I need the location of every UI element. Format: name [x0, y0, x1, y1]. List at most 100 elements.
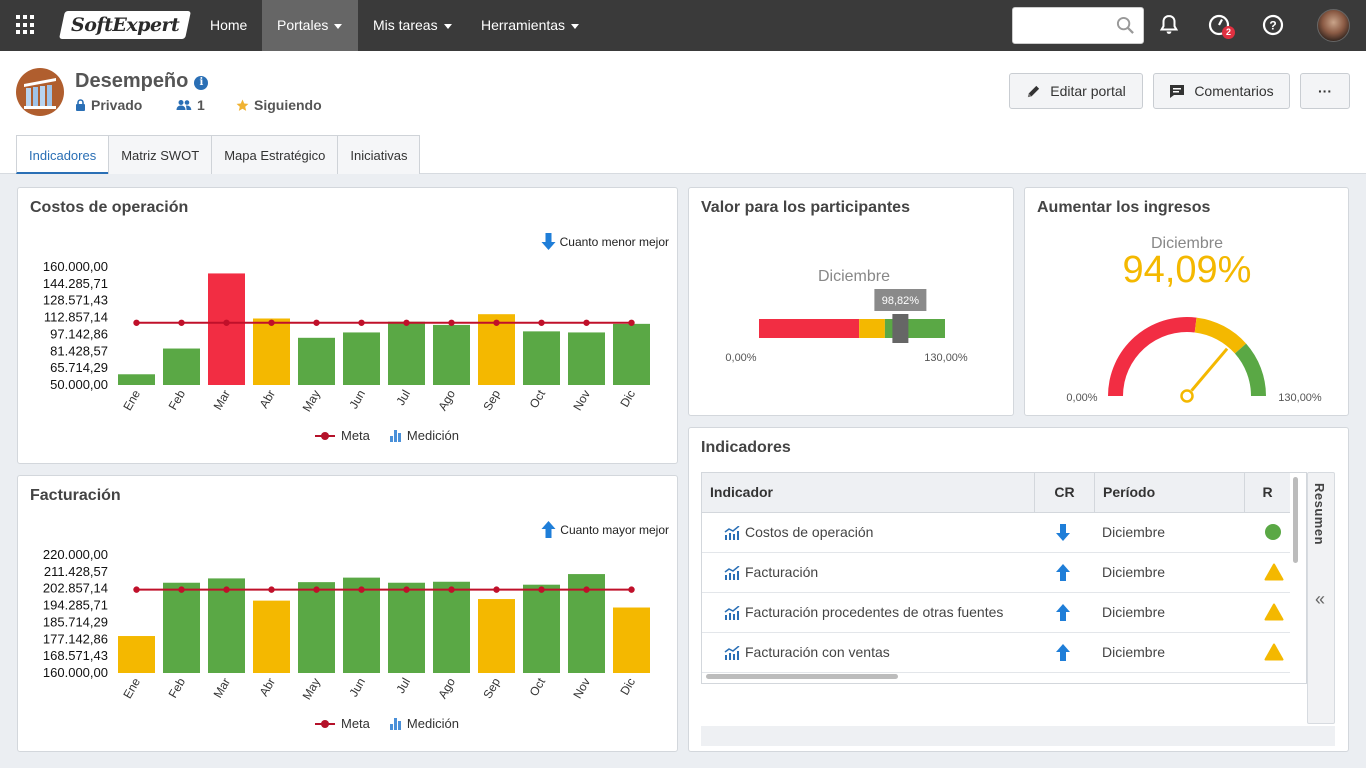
user-avatar[interactable]	[1317, 9, 1350, 42]
bell-icon[interactable]	[1157, 13, 1181, 37]
facturacion-meta-point[interactable]	[178, 586, 185, 593]
edit-portal-button[interactable]: Editar portal	[1009, 73, 1143, 109]
facturacion-bar-jul[interactable]	[388, 582, 425, 673]
table-horizontal-scrollbar[interactable]	[706, 674, 898, 679]
table-row[interactable]: Costos de operación Diciembre	[702, 513, 1290, 553]
facturacion-bar-feb[interactable]	[163, 582, 200, 673]
costos-meta-point[interactable]	[583, 319, 590, 326]
facturacion-bar-oct[interactable]	[523, 584, 560, 673]
apps-grid-icon[interactable]	[16, 15, 36, 35]
table-row[interactable]: Facturación procedentes de otras fuentes…	[702, 593, 1290, 633]
indicator-name-cell[interactable]: Facturación procedentes de otras fuentes	[724, 593, 1003, 632]
costos-bar-jun[interactable]	[343, 332, 380, 385]
costos-meta-point[interactable]	[403, 319, 410, 326]
facturacion-x-tick-label: Ene	[120, 675, 143, 701]
costos-meta-point[interactable]	[358, 319, 365, 326]
facturacion-meta-point[interactable]	[313, 586, 320, 593]
facturacion-bar-abr[interactable]	[253, 600, 290, 673]
nav-home[interactable]: Home	[195, 0, 262, 51]
costos-bar-mar[interactable]	[208, 273, 245, 385]
facturacion-meta-point[interactable]	[403, 586, 410, 593]
costos-y-tick-label: 144.285,71	[43, 276, 108, 291]
costos-meta-point[interactable]	[133, 319, 140, 326]
nav-mis-tareas[interactable]: Mis tareas	[358, 0, 467, 51]
comments-button[interactable]: Comentarios	[1153, 73, 1290, 109]
softexpert-logo[interactable]: SoftExpert	[59, 11, 191, 39]
table-vertical-scrollbar[interactable]	[1293, 477, 1298, 563]
legend-meta-label[interactable]: Meta	[341, 716, 370, 731]
facturacion-bar-dic[interactable]	[613, 607, 650, 673]
column-header-periodo[interactable]: Período	[1095, 473, 1245, 512]
costos-bar-nov[interactable]	[568, 332, 605, 385]
facturacion-bar-mar[interactable]	[208, 578, 245, 673]
costos-meta-point[interactable]	[448, 319, 455, 326]
facturacion-meta-point[interactable]	[493, 586, 500, 593]
costos-y-tick-label: 50.000,00	[50, 377, 108, 392]
facturacion-bar-jun[interactable]	[343, 577, 380, 673]
tab-matriz-swot[interactable]: Matriz SWOT	[108, 135, 213, 174]
table-row[interactable]: Facturación con ventas Diciembre	[702, 633, 1290, 673]
costos-bar-feb[interactable]	[163, 348, 200, 385]
valor-linear-gauge: Diciembre 98,82% 0,00% 130,00%	[725, 268, 968, 364]
members-count[interactable]: 1	[176, 97, 205, 113]
costos-meta-point[interactable]	[628, 319, 635, 326]
column-header-indicador[interactable]: Indicador	[702, 473, 1035, 512]
costos-meta-point[interactable]	[493, 319, 500, 326]
costos-chart-card: Costos de operación Cuanto menor mejor 1…	[17, 187, 678, 464]
costos-bar-dic[interactable]	[613, 323, 650, 385]
column-header-r[interactable]: R	[1262, 484, 1273, 500]
nav-herramientas[interactable]: Herramientas	[466, 0, 594, 51]
indicator-name-cell[interactable]: Facturación	[724, 553, 818, 592]
status-cell	[1264, 523, 1282, 541]
table-row[interactable]: Facturación Diciembre	[702, 553, 1290, 593]
legend-medicion-label[interactable]: Medición	[406, 716, 459, 731]
search-input[interactable]	[1013, 8, 1113, 43]
search-icon[interactable]	[1116, 16, 1135, 35]
costos-bar-sep[interactable]	[478, 314, 515, 385]
facturacion-meta-point[interactable]	[223, 586, 230, 593]
tab-mapa-estrategico[interactable]: Mapa Estratégico	[211, 135, 339, 174]
facturacion-meta-point[interactable]	[448, 586, 455, 593]
tab-iniciativas[interactable]: Iniciativas	[337, 135, 421, 174]
indicator-name-cell[interactable]: Costos de operación	[724, 513, 873, 552]
facturacion-bar-ago[interactable]	[433, 581, 470, 673]
follow-status[interactable]: Siguiendo	[236, 97, 322, 113]
facturacion-meta-point[interactable]	[583, 586, 590, 593]
tasks-gauge-button[interactable]: 2	[1207, 13, 1235, 39]
costos-meta-point[interactable]	[268, 319, 275, 326]
costos-x-tick-label: Sep	[480, 387, 503, 413]
more-options-button[interactable]: ···	[1300, 73, 1350, 109]
help-icon[interactable]: ?	[1261, 13, 1285, 37]
nav-portales[interactable]: Portales	[262, 0, 358, 51]
costos-bar-jul[interactable]	[388, 321, 425, 385]
facturacion-x-tick-label: Oct	[527, 675, 549, 699]
facturacion-bar-may[interactable]	[298, 582, 335, 673]
facturacion-meta-point[interactable]	[628, 586, 635, 593]
costos-bar-abr[interactable]	[253, 318, 290, 385]
indicator-name-cell[interactable]: Facturación con ventas	[724, 633, 890, 672]
costos-meta-point[interactable]	[223, 319, 230, 326]
costos-meta-point[interactable]	[313, 319, 320, 326]
facturacion-meta-point[interactable]	[268, 586, 275, 593]
legend-medicion-label[interactable]: Medición	[406, 428, 459, 443]
column-header-cr[interactable]: CR	[1035, 473, 1095, 512]
tab-indicadores[interactable]: Indicadores	[16, 135, 110, 174]
costos-bar-may[interactable]	[298, 337, 335, 385]
facturacion-x-tick-label: Jul	[393, 676, 413, 696]
facturacion-meta-point[interactable]	[358, 586, 365, 593]
info-icon[interactable]: i	[194, 76, 209, 90]
costos-meta-point[interactable]	[538, 319, 545, 326]
facturacion-bar-sep[interactable]	[478, 599, 515, 673]
valor-marker[interactable]	[892, 314, 909, 343]
facturacion-meta-point[interactable]	[538, 586, 545, 593]
facturacion-bar-ene[interactable]	[118, 636, 155, 673]
costos-meta-point[interactable]	[178, 319, 185, 326]
chevron-double-left-icon[interactable]: «	[1315, 589, 1326, 609]
legend-meta-label[interactable]: Meta	[341, 428, 370, 443]
costos-bar-oct[interactable]	[523, 331, 560, 385]
table-header: Indicador CR Período R	[702, 473, 1290, 513]
facturacion-meta-point[interactable]	[133, 586, 140, 593]
costos-bar-ene[interactable]	[118, 374, 155, 385]
resumen-side-panel[interactable]: Resumen «	[1307, 472, 1335, 724]
costos-bar-ago[interactable]	[433, 324, 470, 385]
